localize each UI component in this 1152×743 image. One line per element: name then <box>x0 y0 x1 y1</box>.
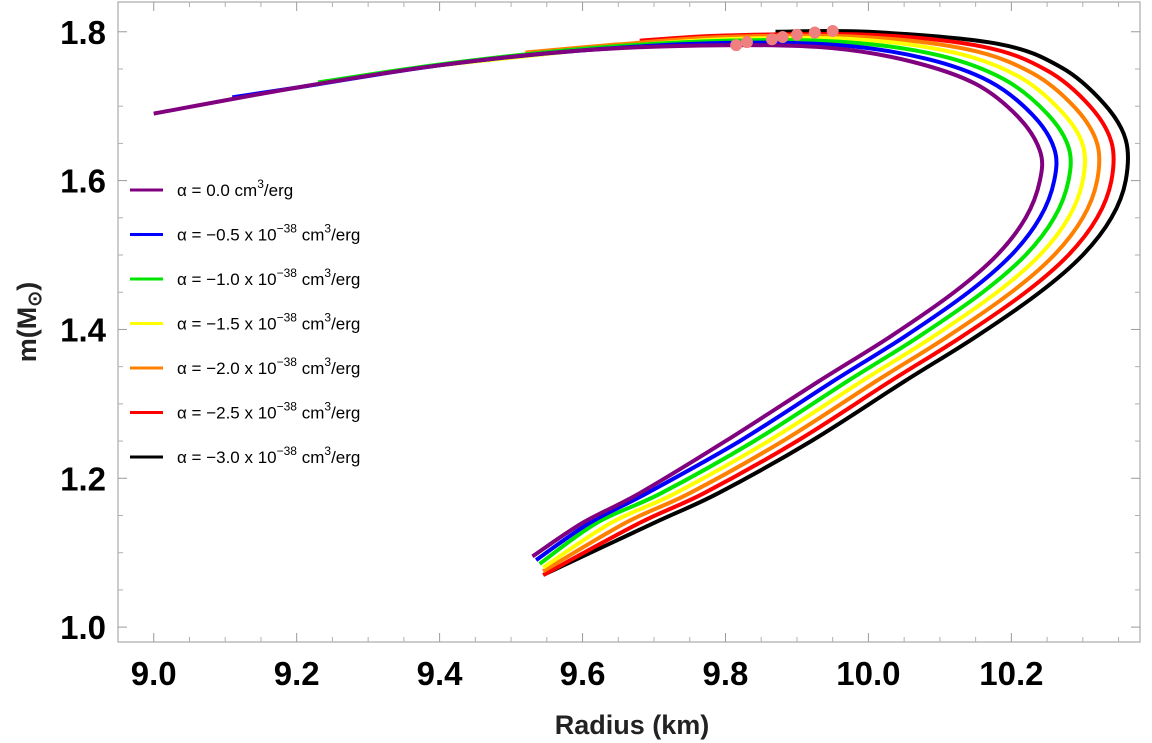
x-tick-label-6: 10.2 <box>979 655 1043 692</box>
y-tick-label-2: 1.4 <box>60 311 107 348</box>
y-tick-label-4: 1.8 <box>60 14 106 51</box>
series-line-1 <box>231 40 1059 562</box>
x-tick-label-4: 9.8 <box>703 655 749 692</box>
x-tick-label-5: 10.0 <box>836 655 900 692</box>
x-tick-label-1: 9.2 <box>274 655 320 692</box>
y-tick-label-3: 1.6 <box>60 163 106 200</box>
max-point-6 <box>826 25 839 38</box>
y-tick-labels: 1.0 1.2 1.4 1.6 1.8 <box>60 14 107 646</box>
y-tick-label-1: 1.2 <box>60 460 106 497</box>
y-tick-label-0: 1.0 <box>60 609 106 646</box>
x-tick-label-0: 9.0 <box>131 655 177 692</box>
series-line-6 <box>542 28 1130 577</box>
legend-label-5: α = −2.5 x 10−38 cm3/erg <box>177 400 360 423</box>
legend-label-1: α = −0.5 x 10−38 cm3/erg <box>177 222 360 245</box>
axis-ticks <box>118 2 1140 642</box>
series-line-0 <box>153 43 1045 559</box>
max-point-4 <box>790 28 803 41</box>
series-lines <box>153 28 1130 577</box>
legend: α = 0.0 cm3/erg α = −0.5 x 10−38 cm3/erg α… <box>130 177 360 467</box>
series-line-5 <box>542 31 1116 577</box>
max-point-5 <box>808 26 821 39</box>
y-axis-title-main: m(M <box>12 307 42 363</box>
max-mass-points <box>730 25 839 52</box>
max-point-2 <box>765 33 778 46</box>
legend-label-0: α = 0.0 cm3/erg <box>177 177 293 200</box>
x-tick-labels: 9.0 9.2 9.4 9.6 9.8 10.0 10.2 <box>131 655 1044 692</box>
legend-label-2: α = −1.0 x 10−38 cm3/erg <box>177 266 360 289</box>
legend-label-3: α = −1.5 x 10−38 cm3/erg <box>177 311 360 334</box>
y-axis-title-end: ) <box>12 282 42 291</box>
max-point-1 <box>740 36 753 49</box>
legend-label-4: α = −2.0 x 10−38 cm3/erg <box>177 355 360 378</box>
x-tick-label-2: 9.4 <box>417 655 464 692</box>
plot-frame <box>117 1 1141 643</box>
max-point-3 <box>776 30 789 43</box>
series-line-3 <box>417 35 1088 570</box>
max-point-0 <box>730 39 743 52</box>
legend-label-6: α = −3.0 x 10−38 cm3/erg <box>177 444 360 467</box>
x-tick-label-3: 9.6 <box>560 655 606 692</box>
y-axis-title-sun: ⊙ <box>25 291 46 307</box>
x-axis-title: Radius (km) <box>555 710 710 740</box>
y-axis-title: m(M⊙) <box>12 282 46 362</box>
